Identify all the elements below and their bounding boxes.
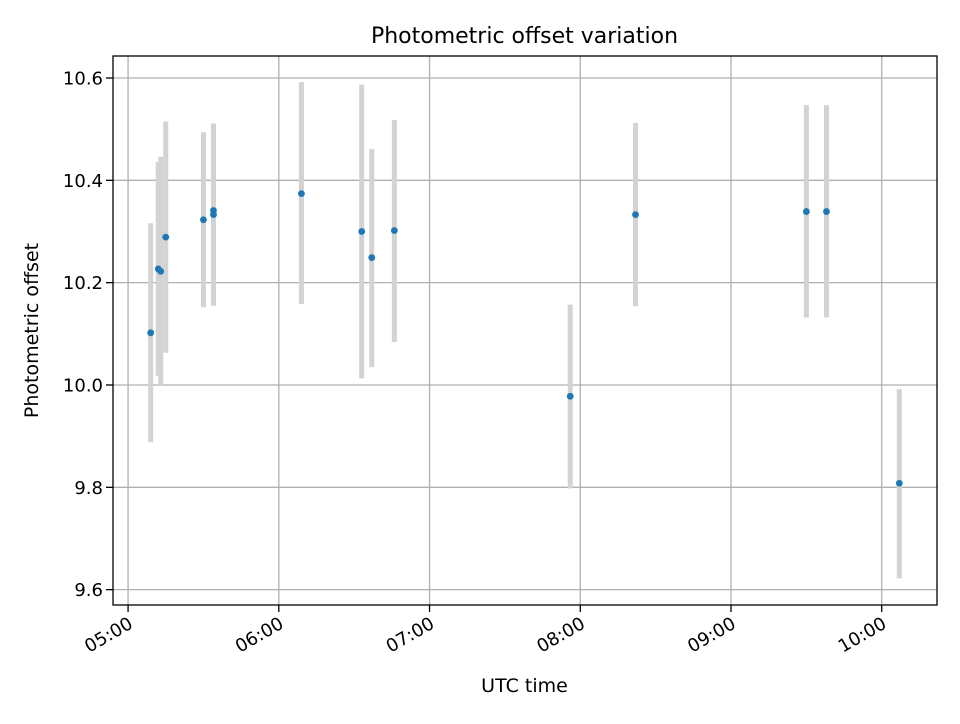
- y-tick-label: 10.2: [63, 273, 103, 294]
- plot-frame: [112, 55, 938, 606]
- data-point: [298, 190, 305, 198]
- data-point: [162, 233, 170, 241]
- data-point: [157, 268, 165, 275]
- y-tick-label: 10.6: [63, 69, 103, 90]
- data-point: [823, 208, 830, 215]
- data-point: [566, 392, 574, 400]
- y-tick-label: 9.6: [74, 580, 103, 601]
- data-point: [632, 211, 639, 219]
- chart-title: Photometric offset variation: [371, 24, 678, 49]
- data-point: [802, 208, 810, 215]
- point-layer: [147, 190, 903, 487]
- data-point: [200, 216, 207, 224]
- data-point: [210, 211, 217, 219]
- x-axis-label: UTC time: [481, 675, 568, 697]
- data-point: [390, 227, 398, 234]
- y-tick-label: 10.4: [63, 171, 103, 192]
- data-point: [368, 254, 376, 261]
- y-tick-label: 10.0: [63, 375, 103, 396]
- y-tick-label: 9.8: [74, 478, 103, 499]
- y-axis-label: Photometric offset: [21, 243, 43, 418]
- data-point: [358, 228, 366, 235]
- data-point: [895, 479, 903, 487]
- data-point: [147, 329, 155, 337]
- y-axis-ticks: 9.6 9.8 10.0 10.2 10.4 10.6: [63, 69, 113, 601]
- grid-layer: [113, 56, 937, 605]
